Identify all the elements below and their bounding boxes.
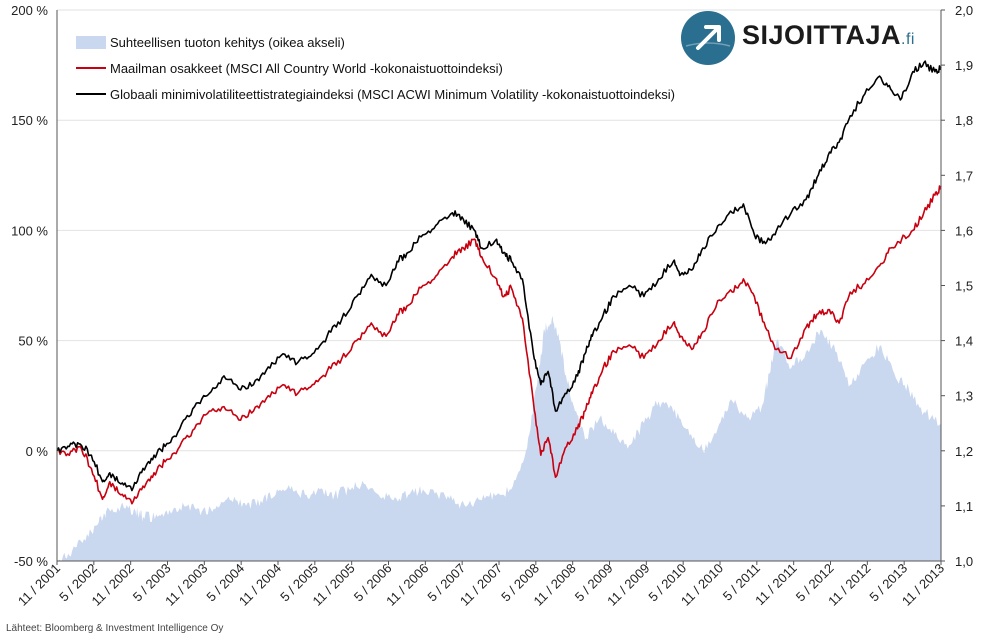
left-tick-label-200: 200 % — [11, 3, 48, 18]
left-tick-label-50: -50 % — [14, 554, 48, 569]
legend-label-0: Suhteellisen tuoton kehitys (oikea aksel… — [110, 35, 345, 50]
right-tick-label-1-5: 1,5 — [955, 279, 973, 294]
series-line-1 — [56, 185, 942, 505]
right-tick-label-1-0: 1,0 — [955, 554, 973, 569]
logo-name: SIJOITTAJA — [742, 20, 902, 50]
left-tick-label-150: 150 % — [11, 113, 48, 128]
left-tick-label-100: 100 % — [11, 223, 48, 238]
left-tick-label-50: 50 % — [18, 334, 48, 349]
arrow-up-right-circle-icon — [681, 11, 735, 65]
right-tick-label-1-8: 1,8 — [955, 113, 973, 128]
right-tick-label-1-7: 1,7 — [955, 168, 973, 183]
left-axis-ticks: -50 % 0 % 50 % 100 % 150 % 200 % — [11, 3, 48, 569]
series-area-0 — [57, 315, 941, 561]
right-axis-ticks: 1,0 1,1 1,2 1,3 1,4 1,5 1,6 1,7 1,8 1,9 2,0 — [941, 3, 973, 569]
legend: Suhteellisen tuoton kehitys (oikea aksel… — [76, 35, 675, 102]
relative-return-area-layer — [57, 315, 941, 561]
legend-swatch-0 — [76, 36, 106, 49]
logo-suffix: .fi — [901, 31, 915, 48]
right-tick-label-2-0: 2,0 — [955, 3, 973, 18]
legend-label-1: Maailman osakkeet (MSCI All Country Worl… — [110, 61, 503, 76]
source-note: Lähteet: Bloomberg & Investment Intellig… — [6, 623, 224, 634]
right-tick-label-1-1: 1,1 — [955, 499, 973, 514]
legend-label-2: Globaali minimivolatiliteettistrategiain… — [110, 87, 675, 102]
right-tick-label-1-6: 1,6 — [955, 223, 973, 238]
right-tick-label-1-4: 1,4 — [955, 334, 973, 349]
left-tick-label-0: 0 % — [26, 444, 49, 459]
series-line-2 — [56, 60, 942, 492]
logo-wordmark: SIJOITTAJA.fi — [742, 20, 915, 51]
right-tick-label-1-2: 1,2 — [955, 444, 973, 459]
logo: SIJOITTAJA.fi — [680, 10, 950, 66]
lines-layer — [56, 60, 942, 505]
right-tick-label-1-9: 1,9 — [955, 58, 973, 73]
right-tick-label-1-3: 1,3 — [955, 389, 973, 404]
